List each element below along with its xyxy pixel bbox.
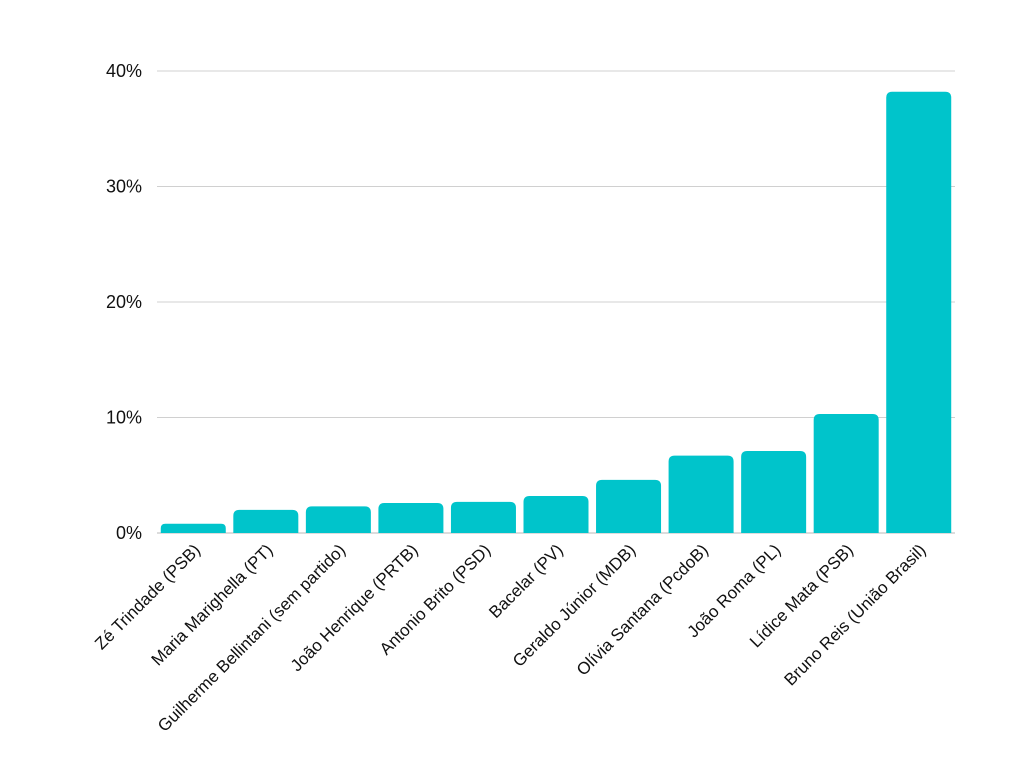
x-category-label: Bacelar (PV) [485,540,567,622]
bar [741,450,807,533]
bar [668,455,734,533]
bar [813,414,879,533]
bar [305,506,371,533]
bar [596,479,662,533]
y-tick-label: 0% [116,523,142,543]
x-category-label: João Henrique (PRTB) [287,540,422,675]
x-category-label: Bruno Reis (União Brasil) [780,540,929,689]
bar [450,501,516,533]
y-axis-tick-labels: 0% 10% 20% 30% 40% [106,61,142,543]
x-category-label: Olívia Santana (PcdoB) [573,540,712,679]
bar [523,496,589,533]
bar [233,509,299,533]
x-category-label: Geraldo Júnior (MDB) [509,540,639,670]
bar [160,523,226,533]
bars [160,91,952,533]
x-category-label: Maria Marighella (PT) [148,540,277,669]
y-tick-label: 10% [106,408,142,428]
bar [378,502,444,533]
y-tick-label: 30% [106,177,142,197]
bar [886,91,952,533]
y-tick-label: 20% [106,292,142,312]
y-tick-label: 40% [106,61,142,81]
x-axis-category-labels: Zé Trindade (PSB)Maria Marighella (PT)Gu… [91,540,929,735]
